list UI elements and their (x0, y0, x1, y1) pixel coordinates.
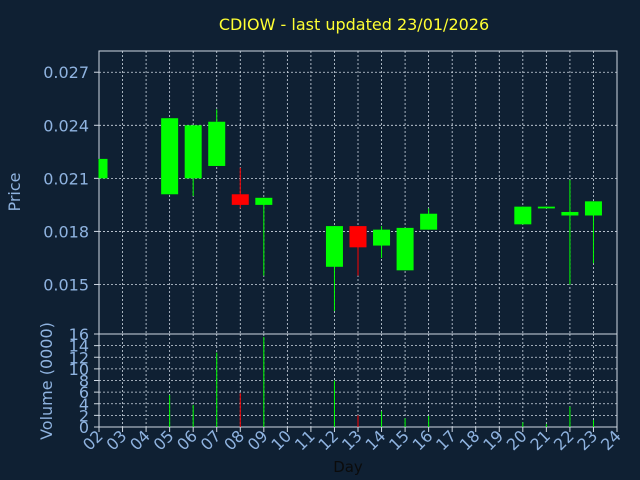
candle-body (420, 213, 438, 230)
volume-tick-label: 10 (69, 360, 89, 379)
candle-23 (584, 201, 602, 264)
candle-body (325, 226, 343, 267)
volume-tick-label: 14 (69, 337, 89, 356)
volume-tick-label: 0 (79, 418, 89, 437)
candle-body (184, 125, 202, 179)
candle-15 (396, 227, 414, 271)
candle-body (584, 201, 602, 216)
price-axis-ticks: 0.015 0.018 0.021 0.024 0.027 (43, 63, 99, 294)
volume-axis-label: Volume (0000) (37, 322, 56, 440)
candle-body (514, 206, 532, 225)
price-tick-label: 0.027 (43, 63, 89, 82)
volume-tick-label: 16 (69, 325, 89, 344)
volume-tick-label: 2 (79, 406, 89, 425)
x-axis-label: Day (333, 458, 363, 476)
candle-07 (208, 109, 226, 166)
candle-16 (420, 208, 438, 230)
candle-body (255, 197, 273, 205)
candle-body (161, 118, 179, 195)
candle-20 (514, 206, 532, 225)
candle-body (349, 226, 367, 248)
x-axis-ticks: 0203040506070809101112131415161718192021… (79, 426, 625, 454)
candle-body (396, 227, 414, 271)
candle-12 (325, 226, 343, 312)
candle-21 (537, 206, 555, 209)
candle-body (99, 158, 108, 179)
candle-05 (161, 118, 179, 195)
price-tick-label: 0.015 (43, 275, 89, 294)
candles (98, 109, 602, 312)
price-panel: 0.015 0.018 0.021 0.024 0.027 (43, 50, 618, 335)
volume-tick-label: 8 (79, 372, 89, 391)
price-axis-label: Price (5, 172, 24, 211)
chart-title: CDIOW - last updated 23/01/2026 (219, 15, 489, 34)
candle-08 (231, 167, 249, 209)
candle-body (231, 194, 249, 205)
price-tick-label: 0.018 (43, 222, 89, 241)
candle-14 (373, 226, 391, 258)
candle-02 (98, 158, 108, 179)
volume-bars (169, 336, 594, 427)
candle-09 (255, 197, 273, 276)
candle-13 (349, 226, 367, 276)
price-tick-label: 0.021 (43, 169, 89, 188)
volume-tick-label: 12 (69, 348, 89, 367)
candle-22 (561, 180, 579, 285)
candle-body (561, 211, 579, 216)
candle-body (208, 121, 226, 166)
volume-grid (99, 333, 617, 428)
price-tick-label: 0.024 (43, 116, 89, 135)
x-tick-label: 24 (597, 426, 625, 454)
candle-body (373, 229, 391, 246)
volume-tick-label: 6 (79, 383, 89, 402)
volume-tick-label: 4 (79, 395, 89, 414)
candle-body (537, 206, 555, 209)
candle-06 (184, 125, 202, 197)
